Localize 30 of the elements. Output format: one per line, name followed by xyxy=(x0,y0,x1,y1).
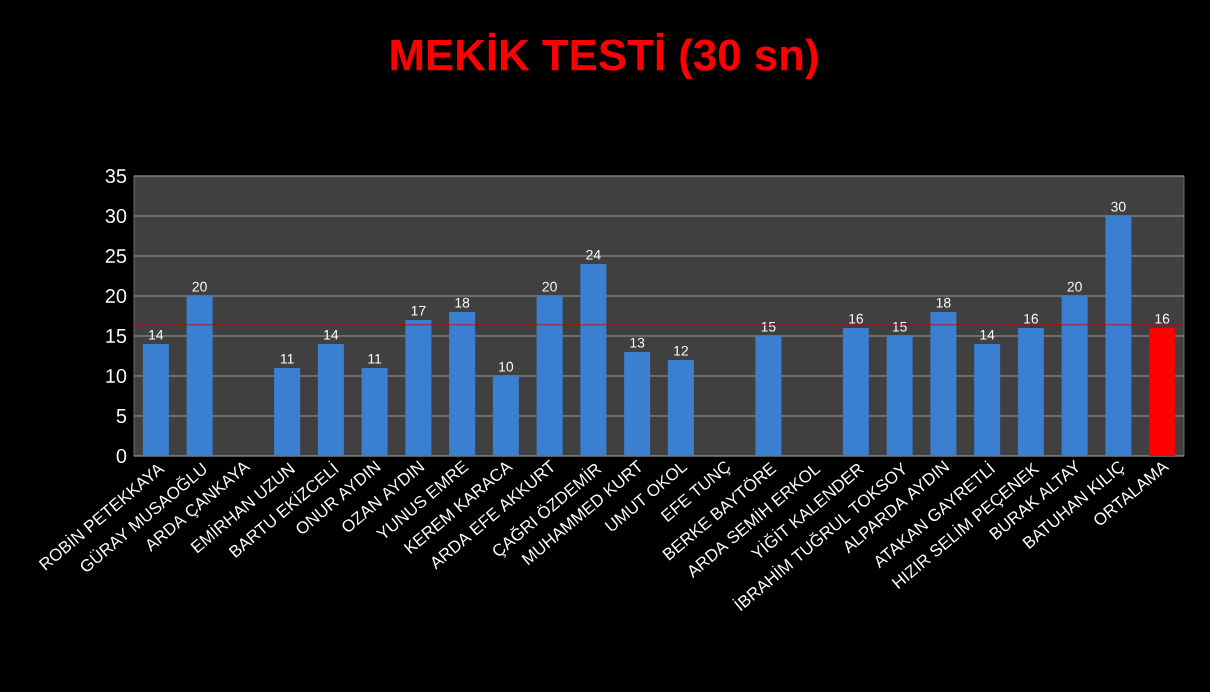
bar xyxy=(886,336,913,456)
bar xyxy=(1017,328,1044,456)
bar xyxy=(974,344,1001,456)
y-tick-label: 10 xyxy=(106,368,127,384)
y-tick-label: 15 xyxy=(106,329,127,343)
bar xyxy=(317,344,344,456)
y-tick-label: 5 xyxy=(116,409,127,423)
y-tick-label: 35 xyxy=(105,168,127,184)
chart-title: MEKİK TESTİ (30 sn) xyxy=(391,32,818,80)
bar xyxy=(142,344,169,456)
bar xyxy=(755,336,782,456)
bar xyxy=(405,320,432,456)
bar xyxy=(1061,296,1088,456)
bar xyxy=(361,368,388,456)
bar xyxy=(492,376,519,456)
bar xyxy=(624,352,651,456)
bar xyxy=(667,360,694,456)
y-tick-label: 0 xyxy=(116,448,127,464)
bar xyxy=(1149,328,1176,456)
bar xyxy=(842,328,869,456)
bar xyxy=(449,312,476,456)
bar xyxy=(186,296,213,456)
bar xyxy=(580,264,607,456)
y-tick-label: 25 xyxy=(105,248,127,264)
bar xyxy=(274,368,301,456)
bar xyxy=(930,312,957,456)
bar xyxy=(1105,216,1132,456)
y-tick-label: 20 xyxy=(105,288,127,304)
bar xyxy=(536,296,563,456)
y-tick-label: 30 xyxy=(105,208,127,224)
